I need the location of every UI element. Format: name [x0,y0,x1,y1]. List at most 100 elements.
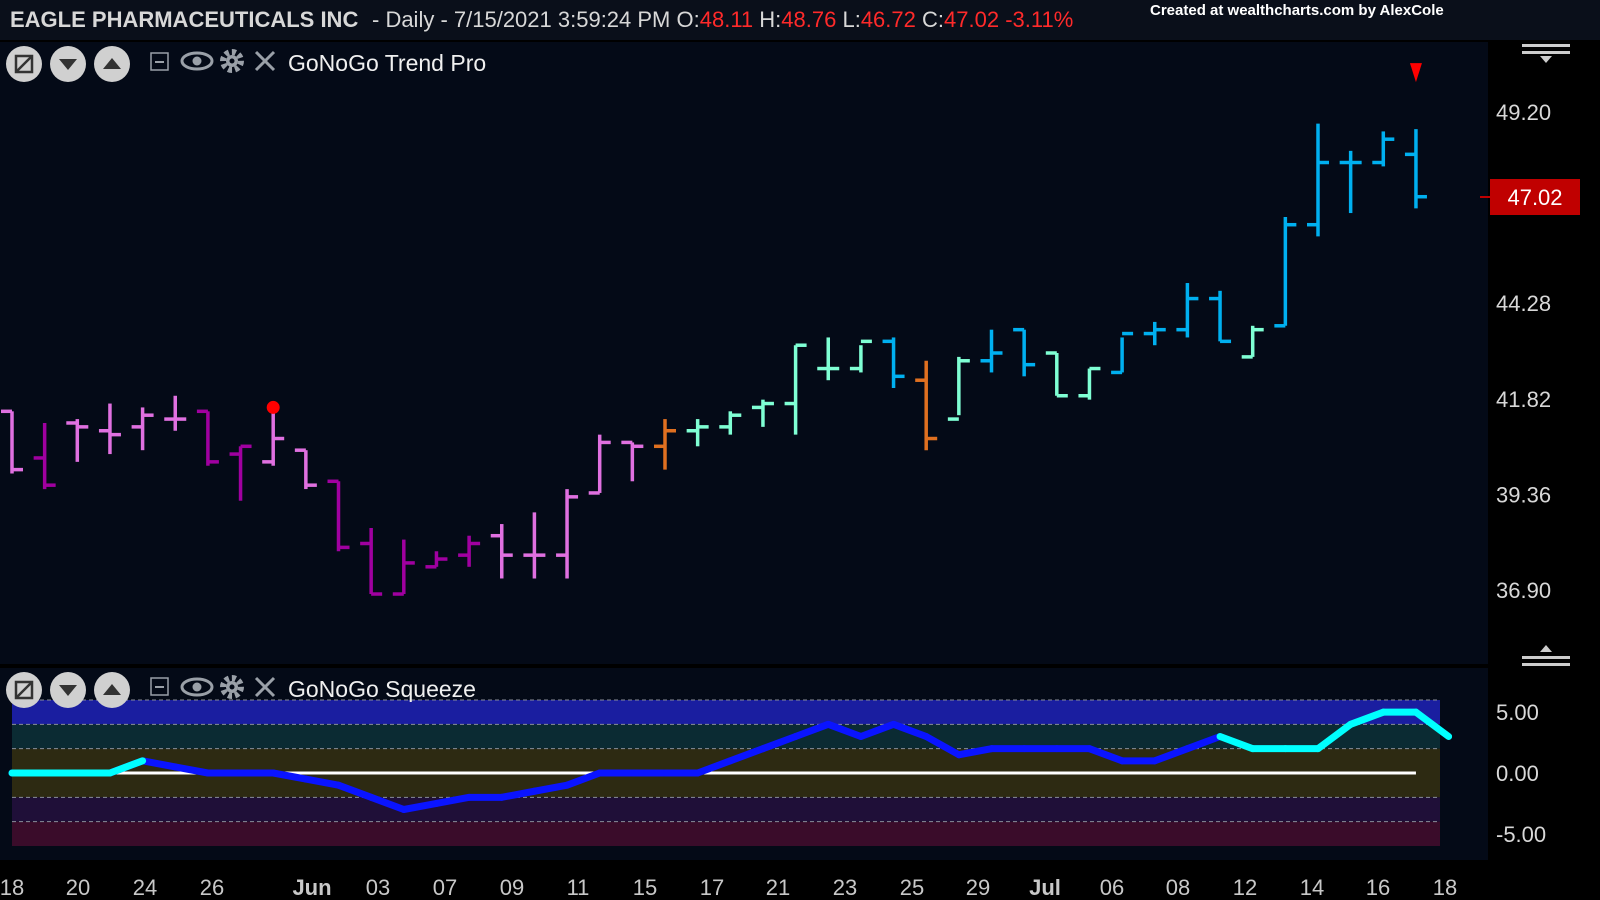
squeeze-tick-label: 5.00 [1496,700,1539,725]
close-icon[interactable] [253,675,277,699]
move-up-button[interactable] [94,46,130,82]
price-tick-label: 41.82 [1496,387,1551,412]
ohlc-bar [1045,351,1068,398]
ohlc-bar [1339,150,1362,214]
last-price-label: 47.02 [1507,185,1563,210]
x-axis: 18 20 24 26 Jun 03 07 09 11 15 17 21 23 25 29 Jul 06 08 12… [0,875,1457,900]
squeeze-segment [171,763,212,777]
close-icon[interactable] [253,49,277,73]
ohlc-bar [1209,290,1232,344]
squeeze-segment [1412,708,1453,740]
ohlc-bar [980,329,1003,373]
x-tick-label: 03 [366,875,390,900]
x-tick-label: 07 [433,875,457,900]
x-tick-label: 25 [900,875,924,900]
squeeze-segment [302,775,342,789]
low-label: L: [836,7,861,32]
price-y-axis: 36.90 39.36 41.82 44.28 49.20 [1496,100,1551,603]
chart-header: EAGLE PHARMACEUTICALS INC - Daily - 7/15… [0,0,1600,40]
squeeze-segment [563,769,604,789]
ohlc-bar [1372,131,1395,167]
squeeze-segment [955,745,995,759]
maximize-icon [14,680,34,700]
ohlc-bar [327,479,350,552]
ohlc-bar [1,409,23,474]
squeeze-segment [726,745,767,765]
price-panel-background [0,42,1488,664]
squeeze-segment [139,757,179,771]
squeeze-segment [106,757,147,777]
squeeze-band-3 [12,797,1440,822]
credit-text: Created at wealthcharts.com by AlexCole [1150,2,1444,19]
eye-icon[interactable] [180,676,214,698]
price-tick-label: 49.20 [1496,100,1551,125]
ohlc-bar [1143,321,1166,346]
squeeze-segment [792,720,832,740]
x-tick-label: 21 [766,875,790,900]
squeeze-gridlines [12,699,1440,823]
price-markers [266,63,1422,414]
ohlc-bar [947,356,970,421]
period-label: - Daily - 7/15/2021 3:59:24 PM [372,7,671,32]
ohlc-bar [784,343,807,435]
squeeze-segment [367,793,408,813]
squeeze-maximize-button[interactable] [6,672,42,708]
price-tick-label: 36.90 [1496,578,1551,603]
x-tick-label: 24 [133,875,157,900]
squeeze-tick-label: 0.00 [1496,761,1539,786]
squeeze-band-4 [12,821,1440,846]
squeeze-segment [1183,733,1224,753]
gear-icon[interactable] [218,673,246,701]
collapse-icon[interactable] [150,52,170,72]
low-value: 46.72 [860,7,916,32]
squeeze-segment [1085,745,1126,765]
ohlc-bar [915,360,938,451]
chevron-up-icon [103,684,121,695]
ohlc-bar [1176,283,1199,338]
ohlc-bar [1111,331,1134,375]
signal-down-triangle [1409,63,1422,83]
squeeze-segment [498,787,538,801]
ohlc-bar [360,527,383,596]
x-tick-label: 11 [567,875,590,900]
x-tick-label: 15 [633,875,657,900]
ohlc-bar [1274,216,1297,328]
close-value: 47.02 [944,7,1000,32]
squeeze-tick-label: -5.00 [1496,822,1546,847]
squeeze-segment [890,720,930,740]
gear-icon[interactable] [218,47,246,75]
x-tick-label: 18 [1433,875,1457,900]
ohlc-bar [556,489,579,579]
scale-handle-bottom[interactable] [1522,645,1570,666]
ohlc-bar [621,440,644,482]
open-value: 48.11 [699,7,754,32]
x-tick-label: 18 [0,875,24,900]
squeeze-panel-title: GoNoGo Squeeze [288,676,476,702]
squeeze-y-axis: -5.00 0.00 5.00 [1496,700,1546,847]
ohlc-bar [98,403,121,455]
squeeze-band-0 [12,700,1440,725]
squeeze-move-up-button[interactable] [94,672,130,708]
maximize-icon [14,54,34,74]
maximize-button[interactable] [6,46,42,82]
ohlc-bar [1013,327,1036,377]
squeeze-segment [530,781,571,795]
open-label: O: [670,7,700,32]
x-tick-label: 23 [833,875,857,900]
squeeze-segment [857,720,898,740]
ohlc-bar [1241,325,1264,359]
x-tick-label: 06 [1100,875,1124,900]
squeeze-move-down-button[interactable] [50,672,86,708]
chevron-down-icon [59,685,77,696]
move-down-button[interactable] [50,46,86,82]
price-panel-title: GoNoGo Trend Pro [288,50,487,76]
squeeze-segment [400,799,440,813]
scale-handle-top[interactable] [1522,44,1570,63]
ohlc-bar [1404,129,1427,209]
collapse-icon[interactable] [150,677,170,697]
ohlc-bar [719,411,742,435]
close-label: C: [915,7,944,32]
eye-icon[interactable] [180,50,214,72]
x-tick-label: 29 [966,875,990,900]
